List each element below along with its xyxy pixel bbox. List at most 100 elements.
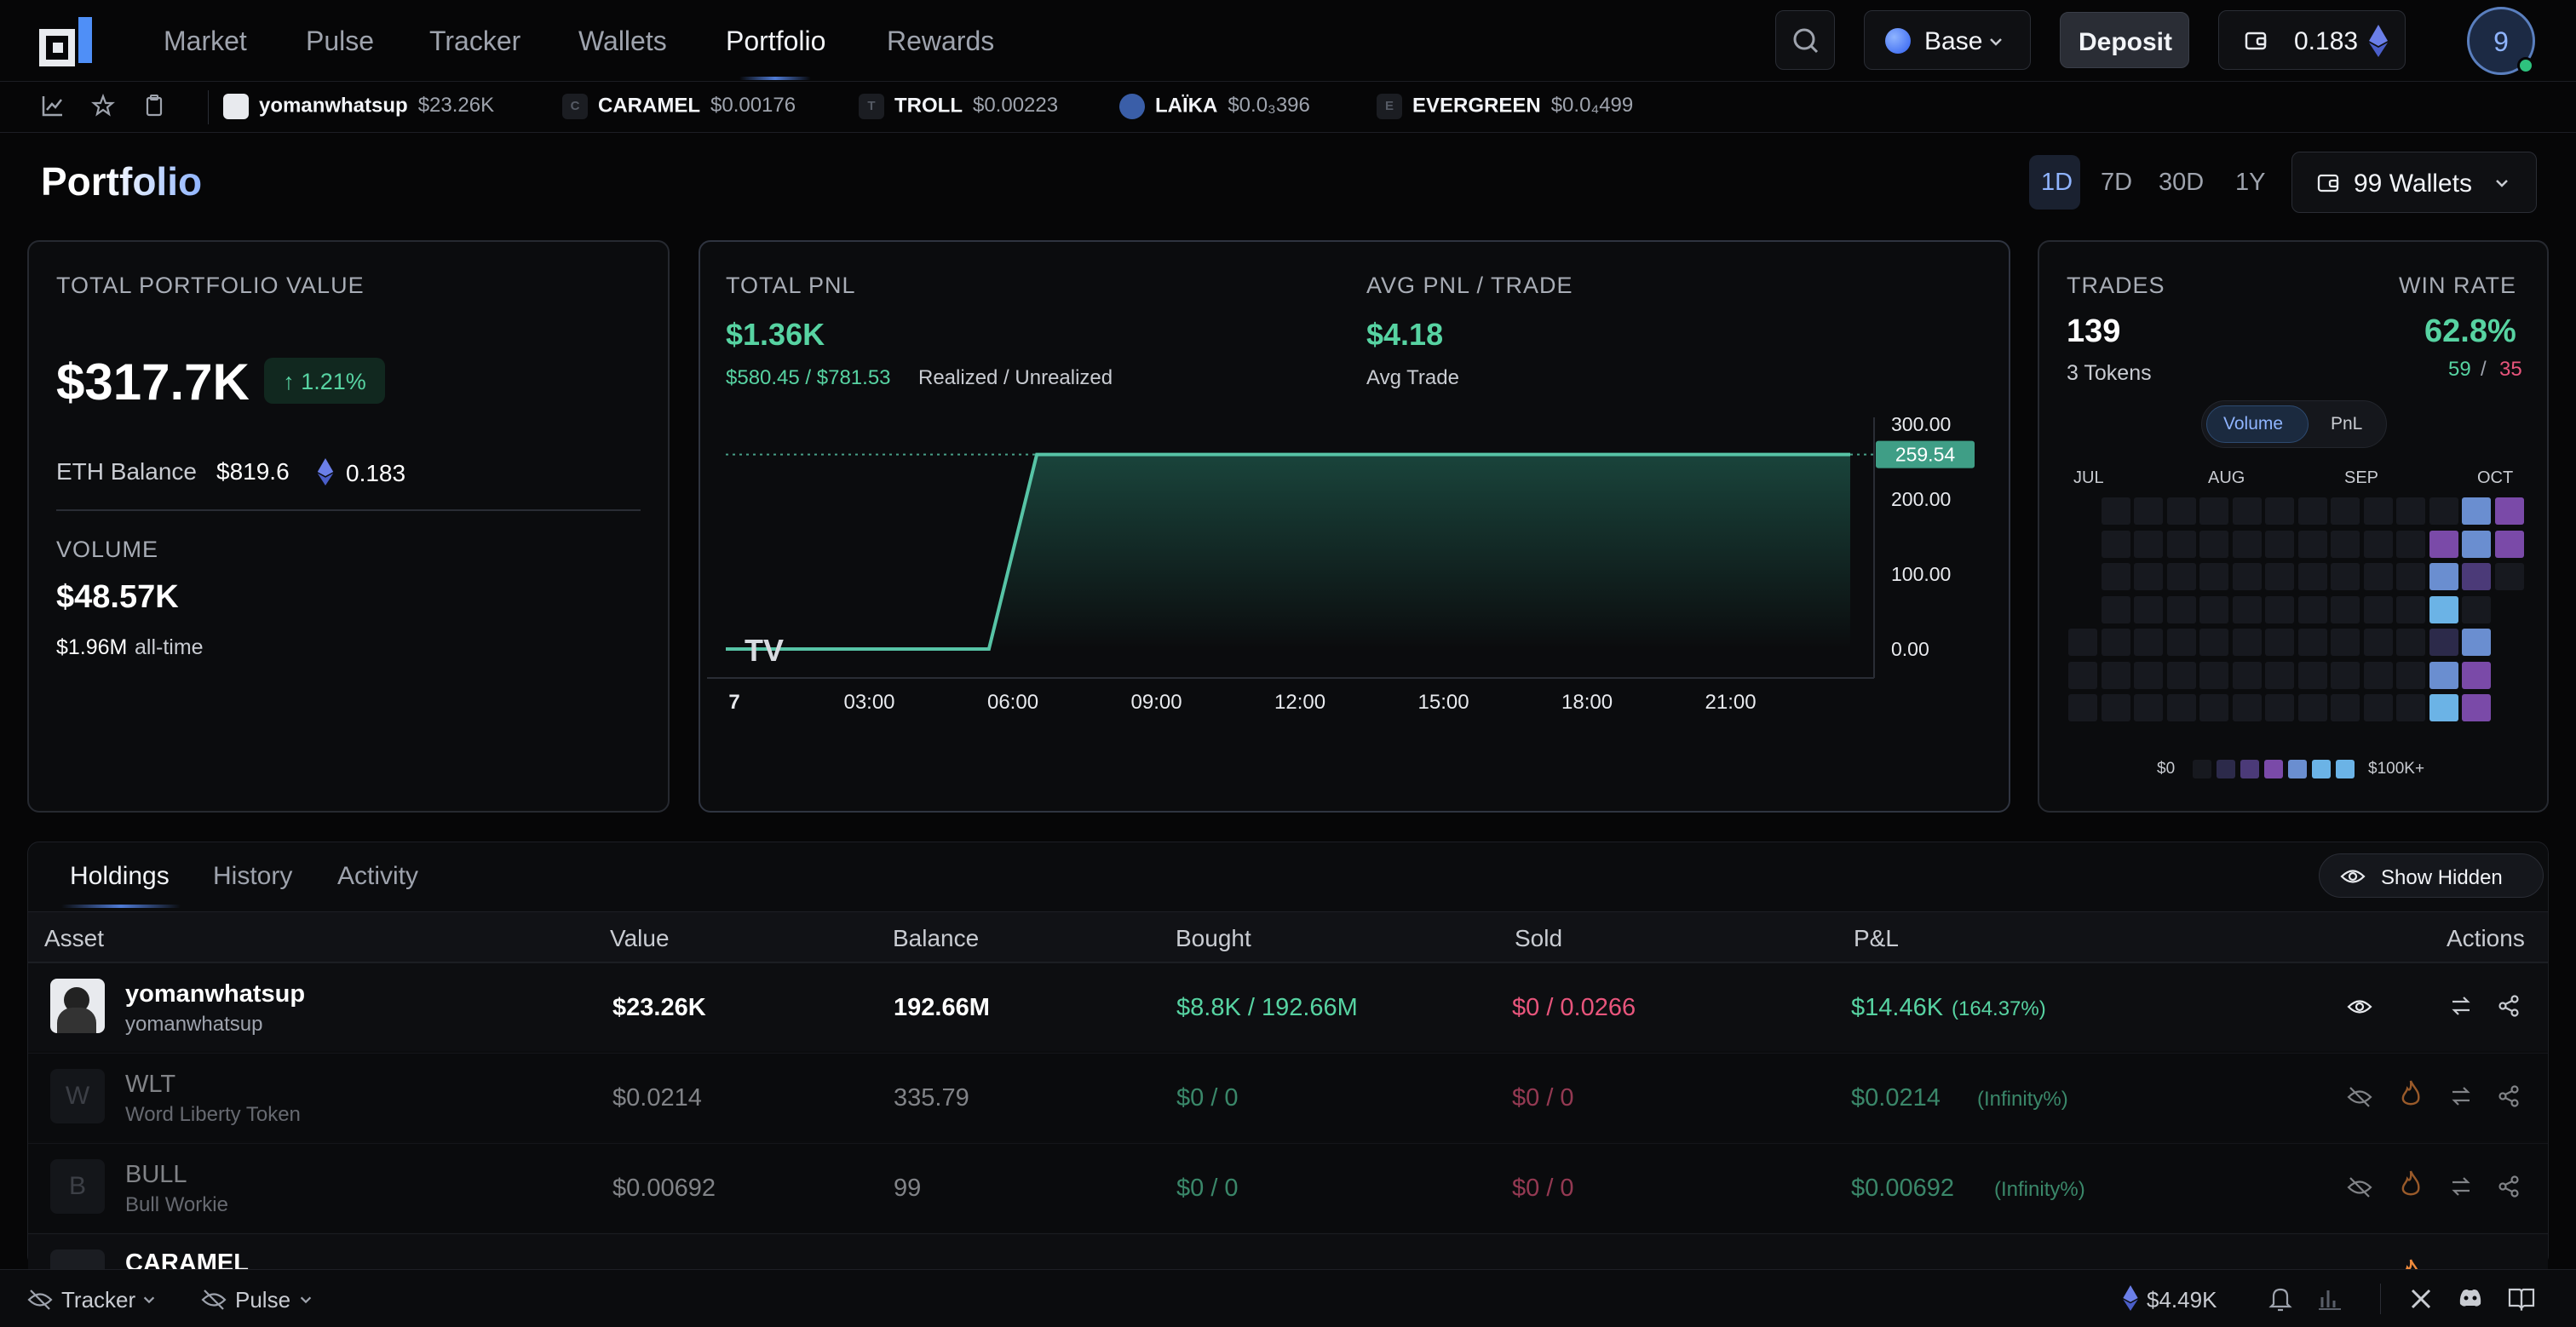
column-balance[interactable]: Balance: [893, 925, 980, 951]
heatmap-cell[interactable]: [2166, 595, 2196, 623]
ticker-item-yomanwhatsup[interactable]: yomanwhatsup $23.26K: [223, 94, 494, 119]
flame-icon[interactable]: [2400, 1079, 2422, 1108]
flame-icon[interactable]: [2400, 1258, 2422, 1269]
show-hidden-button[interactable]: Show Hidden: [2319, 853, 2544, 898]
heatmap-cell[interactable]: [2068, 629, 2097, 656]
heatmap-cell[interactable]: [2331, 629, 2360, 656]
heatmap-cell[interactable]: [2068, 661, 2097, 689]
heatmap-cell[interactable]: [2232, 497, 2262, 525]
heatmap-cell[interactable]: [2134, 661, 2163, 689]
heatmap-cell[interactable]: [2265, 563, 2294, 590]
heatmap-cell[interactable]: [2363, 661, 2393, 689]
heatmap-cell[interactable]: [2232, 563, 2262, 590]
column-pnl[interactable]: P&L: [1854, 925, 1899, 951]
heatmap-cell[interactable]: [2462, 497, 2491, 525]
heatmap-cell[interactable]: [2462, 563, 2491, 590]
flame-icon[interactable]: [2400, 1169, 2422, 1198]
heatmap-cell[interactable]: [2166, 629, 2196, 656]
search-button[interactable]: [1775, 10, 1835, 70]
heatmap-cell[interactable]: [2101, 694, 2130, 721]
column-sold[interactable]: Sold: [1515, 925, 1563, 951]
timeframe-7d[interactable]: 7D: [2101, 169, 2133, 196]
heatmap-cell[interactable]: [2297, 530, 2327, 558]
heatmap-cell[interactable]: [2297, 629, 2327, 656]
heatmap-cell[interactable]: [2101, 563, 2130, 590]
heatmap-cell[interactable]: [2494, 497, 2524, 525]
heatmap-cell[interactable]: [2494, 563, 2524, 590]
column-value[interactable]: Value: [610, 925, 670, 951]
heatmap-cell[interactable]: [2265, 661, 2294, 689]
heatmap-cell[interactable]: [2166, 530, 2196, 558]
heatmap-cell[interactable]: [2396, 530, 2425, 558]
table-row[interactable]: B BULL Bull Workie $0.00692 99 $0 / 0 $0…: [28, 1143, 2548, 1232]
discord-icon[interactable]: [2457, 1287, 2484, 1309]
heatmap-cell[interactable]: [2265, 595, 2294, 623]
heatmap-cell[interactable]: [2297, 563, 2327, 590]
tab-holdings[interactable]: Holdings: [70, 862, 170, 890]
heatmap-cell[interactable]: [2462, 661, 2491, 689]
heatmap-cell[interactable]: [2429, 694, 2458, 721]
tab-history[interactable]: History: [213, 862, 293, 890]
heatmap-cell[interactable]: [2297, 497, 2327, 525]
nav-rewards[interactable]: Rewards: [887, 26, 995, 56]
swap-icon[interactable]: [2449, 1175, 2473, 1198]
deposit-button[interactable]: Deposit: [2060, 12, 2189, 68]
heatmap-cell[interactable]: [2363, 530, 2393, 558]
heatmap-cell[interactable]: [2331, 694, 2360, 721]
heatmap-cell[interactable]: [2331, 530, 2360, 558]
heatmap-cell[interactable]: [2199, 563, 2228, 590]
heatmap-cell[interactable]: [2297, 694, 2327, 721]
footer-tracker-toggle[interactable]: Tracker: [61, 1287, 136, 1313]
heatmap-cell[interactable]: [2396, 694, 2425, 721]
swap-icon[interactable]: [2449, 994, 2473, 1018]
axiom-logo[interactable]: [39, 14, 99, 68]
heatmap-cell[interactable]: [2166, 563, 2196, 590]
nav-pulse[interactable]: Pulse: [306, 26, 375, 56]
heatmap-cell[interactable]: [2429, 595, 2458, 623]
clipboard-icon[interactable]: [142, 94, 166, 118]
heatmap-cell[interactable]: [2429, 629, 2458, 656]
heatmap-cell[interactable]: [2462, 694, 2491, 721]
heatmap-cell[interactable]: [2134, 629, 2163, 656]
nav-portfolio[interactable]: Portfolio: [726, 26, 826, 56]
toggle-volume[interactable]: Volume: [2223, 414, 2284, 434]
heatmap-cell[interactable]: [2134, 595, 2163, 623]
heatmap-cell[interactable]: [2429, 530, 2458, 558]
heatmap-cell[interactable]: [2232, 530, 2262, 558]
heatmap-cell[interactable]: [2396, 629, 2425, 656]
heatmap-cell[interactable]: [2134, 530, 2163, 558]
column-bought[interactable]: Bought: [1176, 925, 1251, 951]
heatmap-cell[interactable]: [2199, 595, 2228, 623]
star-icon[interactable]: [91, 94, 115, 118]
heatmap-cell[interactable]: [2396, 661, 2425, 689]
heatmap-cell[interactable]: [2363, 563, 2393, 590]
chart-icon[interactable]: [41, 94, 65, 118]
x-twitter-icon[interactable]: [2409, 1287, 2433, 1311]
heatmap-cell[interactable]: [2199, 497, 2228, 525]
heatmap-cell[interactable]: [2265, 497, 2294, 525]
toggle-pnl[interactable]: PnL: [2331, 414, 2363, 434]
table-row[interactable]: yomanwhatsup yomanwhatsup $23.26K 192.66…: [28, 962, 2548, 1051]
heatmap-cell[interactable]: [2363, 595, 2393, 623]
pnl-area-chart[interactable]: 300.00 200.00 100.00 0.00 259.54 7 03:00 06:00 0…: [707, 409, 2002, 732]
heatmap-cell[interactable]: [2134, 694, 2163, 721]
share-icon[interactable]: [2497, 1084, 2521, 1108]
heatmap-cell[interactable]: [2199, 694, 2228, 721]
book-icon[interactable]: [2508, 1285, 2535, 1311]
heatmap-cell[interactable]: [2101, 595, 2130, 623]
heatmap-cell[interactable]: [2265, 629, 2294, 656]
heatmap-cell[interactable]: [2232, 595, 2262, 623]
wallets-selector[interactable]: 99 Wallets: [2291, 152, 2537, 213]
heatmap-cell[interactable]: [2232, 661, 2262, 689]
heatmap-cell[interactable]: [2396, 563, 2425, 590]
heatmap-cell[interactable]: [2363, 497, 2393, 525]
heatmap-cell[interactable]: [2068, 694, 2097, 721]
heatmap-cell[interactable]: [2396, 497, 2425, 525]
heatmap-cell[interactable]: [2265, 694, 2294, 721]
tab-activity[interactable]: Activity: [337, 862, 419, 890]
column-asset[interactable]: Asset: [44, 925, 105, 951]
eye-icon[interactable]: [2347, 996, 2372, 1018]
heatmap-cell[interactable]: [2199, 661, 2228, 689]
heatmap-cell[interactable]: [2396, 595, 2425, 623]
nav-wallets[interactable]: Wallets: [578, 26, 667, 56]
